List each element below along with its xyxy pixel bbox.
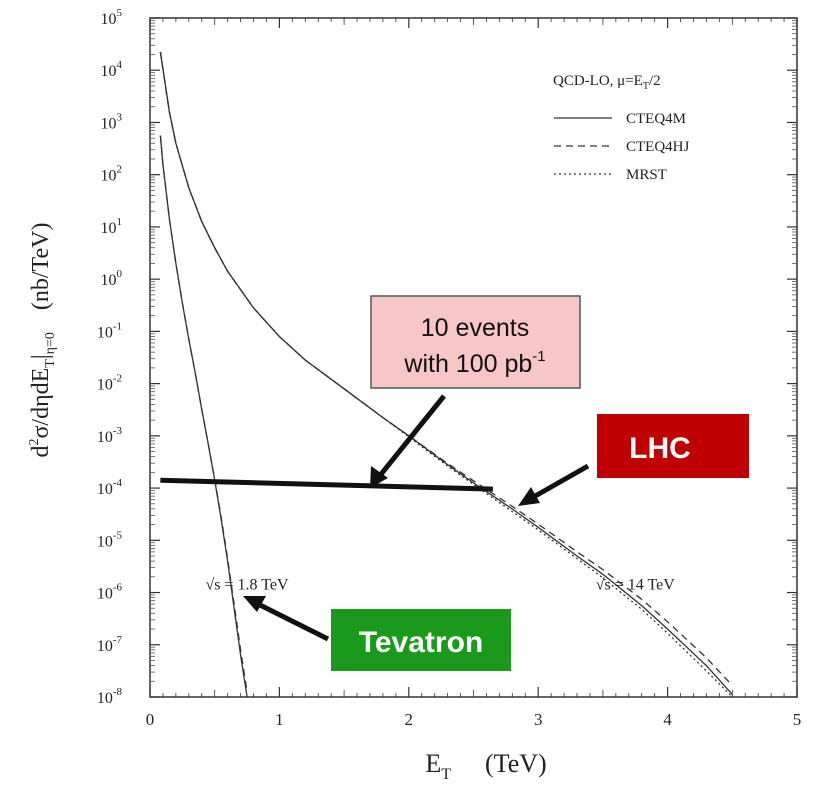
legend-title: QCD-LO, μ=ET/2: [553, 73, 661, 92]
lhc-arrow-head: [518, 487, 540, 506]
y-tick-label: 10-4: [97, 477, 123, 498]
callout-events: 10 events with 100 pb-1: [370, 295, 581, 488]
x-tick-labels: 0 1 2 3 4 5: [146, 710, 802, 729]
y-tick-label: 103: [101, 111, 123, 132]
events-callout-line2: with 100 pb-1: [403, 348, 545, 378]
tevatron-callout-box: [331, 609, 511, 671]
x-tick-label: 0: [146, 710, 155, 729]
y-tick-label: 105: [101, 7, 123, 28]
callout-lhc: LHC: [518, 414, 749, 506]
x-tick-label: 5: [793, 710, 802, 729]
tevatron-callout-label: Tevatron: [359, 626, 483, 659]
threshold-layer: [160, 477, 493, 492]
events-arrow-shaft: [376, 394, 446, 480]
tick-marks: [149, 17, 798, 698]
series-line-3-solid: [159, 135, 248, 698]
lhc-callout-label: LHC: [629, 432, 691, 465]
series-layer: [159, 51, 733, 698]
y-tick-label: 10-8: [97, 686, 123, 707]
events-callout-box: [370, 295, 581, 389]
energy-label-lhc: √s = 14 TeV: [596, 577, 676, 594]
x-tick-label: 1: [275, 710, 284, 729]
y-tick-label: 102: [101, 164, 123, 185]
tevatron-arrow-shaft: [254, 600, 330, 642]
energy-label-tevatron: √s = 1.8 TeV: [206, 577, 290, 594]
y-tick-label: 10-3: [97, 425, 123, 446]
y-tick-label: 10-5: [97, 529, 123, 550]
x-tick-label: 4: [663, 710, 672, 729]
legend-label-cteq4hj: CTEQ4HJ: [626, 139, 689, 155]
legend-label-cteq4m: CTEQ4M: [626, 111, 686, 127]
series-line-4-dashed: [159, 135, 248, 692]
y-tick-label: 100: [101, 268, 123, 289]
threshold-line: [160, 477, 493, 492]
lhc-callout-box: [597, 414, 749, 478]
lhc-arrow-shaft: [528, 463, 590, 502]
y-tick-label: 10-7: [97, 634, 123, 655]
y-axis-title: d2σ/dηdET|η=0(nb/TeV): [27, 222, 58, 457]
y-tick-labels: 105 104 103 102 101 100 10-1 10-2 10-3 10-4 10-5 10…: [97, 7, 123, 707]
series-line-2-dotted: [159, 51, 733, 698]
callout-tevatron: Tevatron: [243, 596, 511, 671]
y-tick-label: 10-1: [97, 320, 122, 341]
events-callout-line1: 10 events: [421, 314, 529, 342]
x-tick-label: 2: [405, 710, 414, 729]
y-tick-label: 101: [101, 216, 123, 237]
legend-label-mrst: MRST: [626, 167, 667, 183]
y-tick-label: 10-6: [97, 582, 123, 603]
legend: QCD-LO, μ=ET/2 CTEQ4M CTEQ4HJ MRST: [553, 73, 689, 183]
y-axis-title-group: d2σ/dηdET|η=0(nb/TeV): [27, 222, 58, 457]
x-axis-title: ET (TeV): [425, 749, 546, 783]
tevatron-arrow-head: [243, 596, 266, 612]
y-tick-label: 104: [101, 59, 123, 80]
y-tick-label: 10-2: [97, 373, 122, 394]
x-tick-label: 3: [534, 710, 543, 729]
events-arrow-head: [370, 466, 388, 488]
